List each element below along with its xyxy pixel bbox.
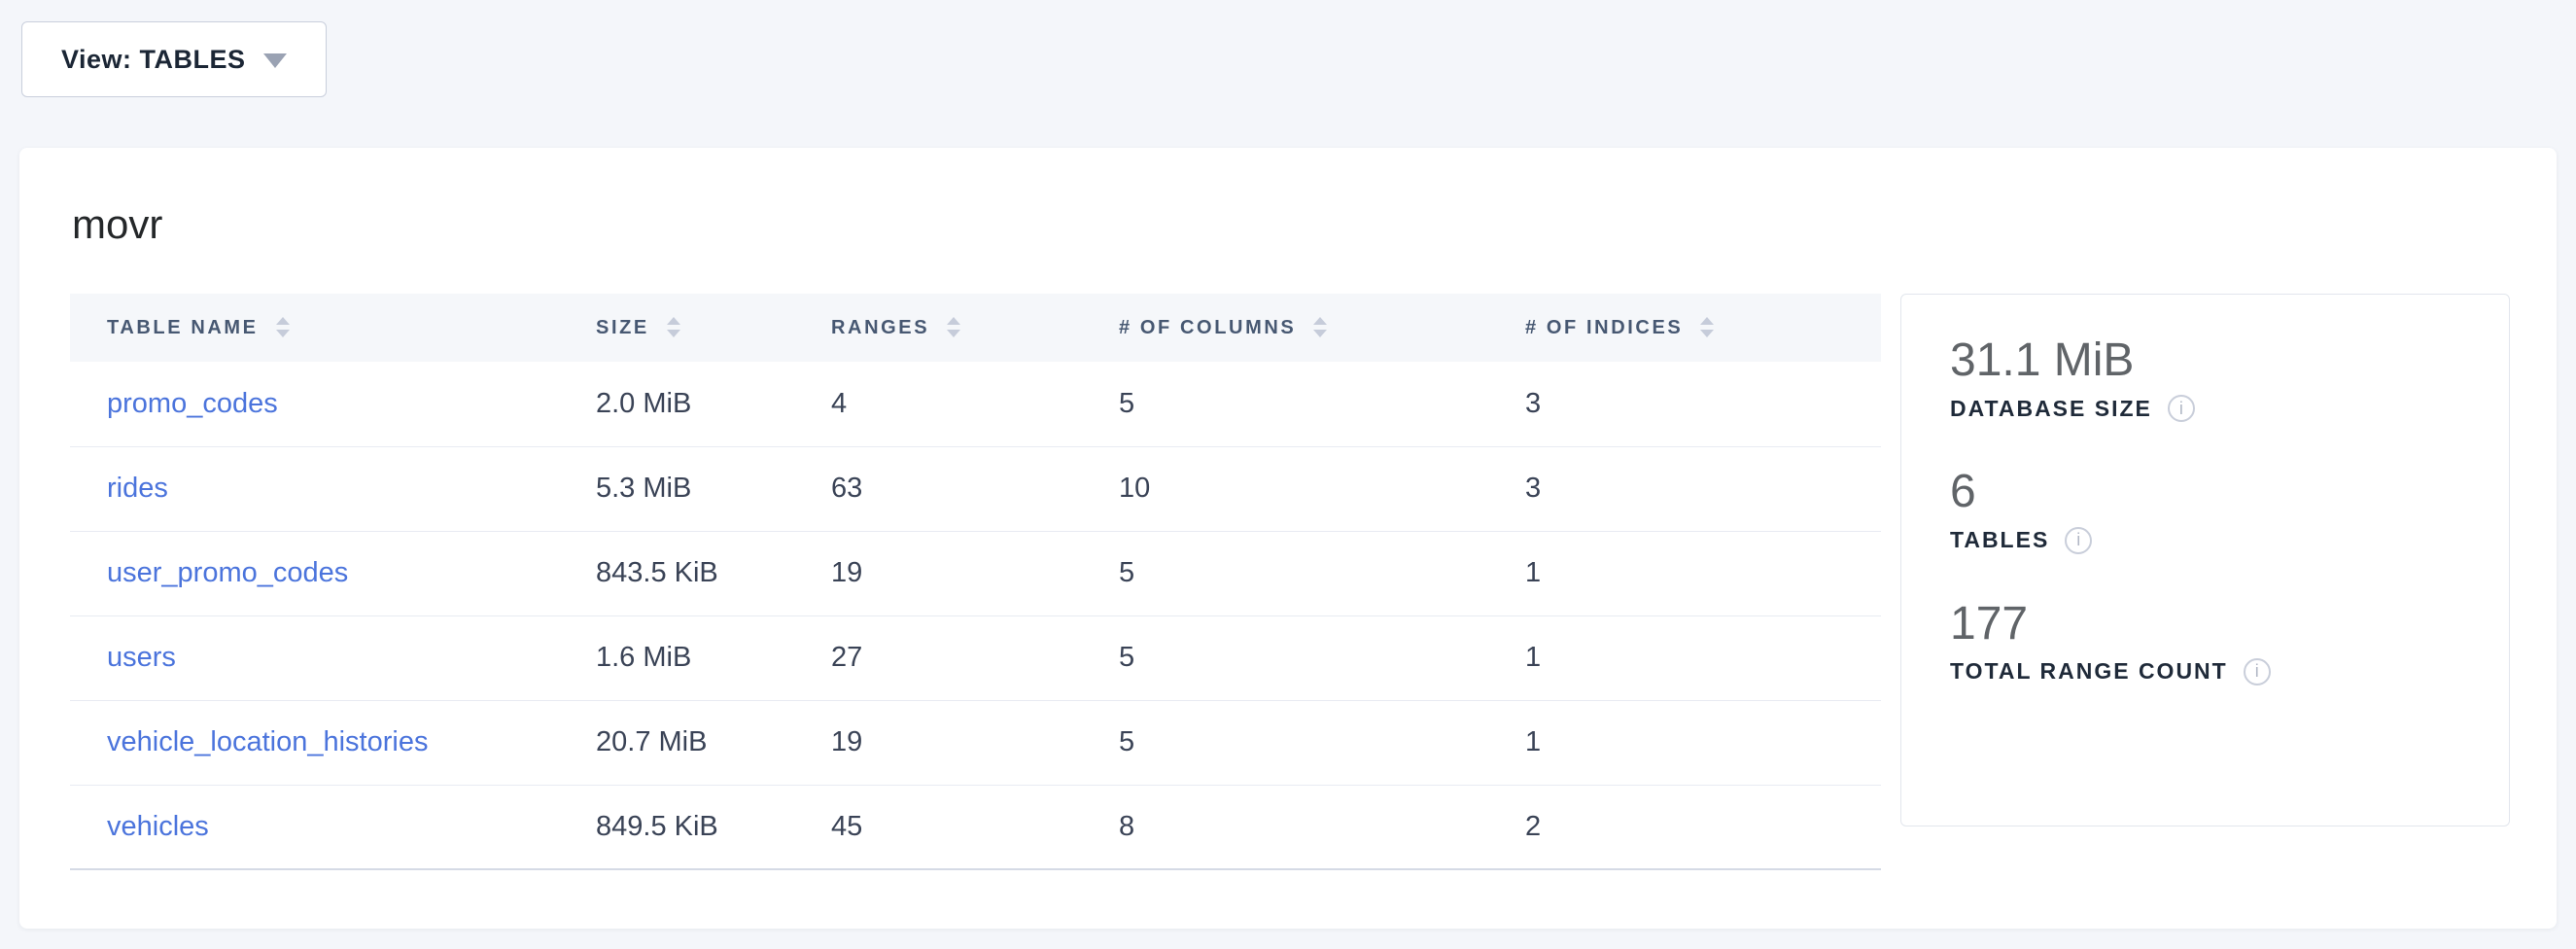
size-cell: 2.0 MiB bbox=[595, 362, 830, 447]
info-icon[interactable]: i bbox=[2065, 526, 2093, 554]
indices-count-cell: 3 bbox=[1524, 362, 1881, 447]
stat-value: 6 bbox=[1950, 466, 1976, 518]
table-name-link[interactable]: promo_codes bbox=[107, 387, 278, 419]
table-name-link[interactable]: vehicles bbox=[107, 810, 209, 842]
indices-count-cell: 3 bbox=[1524, 446, 1881, 532]
info-icon[interactable]: i bbox=[2167, 395, 2195, 423]
indices-count-cell: 1 bbox=[1524, 700, 1881, 786]
sort-arrows-icon bbox=[1700, 316, 1715, 337]
stat-database-size: 31.1 MiB DATABASE SIZE i bbox=[1950, 334, 2480, 423]
size-cell: 1.6 MiB bbox=[595, 615, 830, 701]
table-name-link[interactable]: user_promo_codes bbox=[107, 557, 349, 589]
ranges-cell: 27 bbox=[830, 615, 1118, 701]
columns-count-cell: 5 bbox=[1118, 362, 1524, 447]
stat-tables-count: 6 TABLES i bbox=[1950, 465, 2480, 554]
chevron-down-icon bbox=[262, 53, 287, 68]
ranges-cell: 45 bbox=[830, 785, 1118, 871]
columns-count-cell: 5 bbox=[1118, 615, 1524, 701]
stat-value: 177 bbox=[1950, 597, 2029, 650]
database-card: movr TABLE NAME S bbox=[19, 148, 2557, 929]
column-header-table-name[interactable]: TABLE NAME bbox=[70, 294, 595, 363]
size-cell: 20.7 MiB bbox=[595, 700, 830, 786]
table-row: vehicle_location_histories 20.7 MiB 19 5… bbox=[70, 700, 1881, 786]
stat-total-range-count: 177 TOTAL RANGE COUNT i bbox=[1950, 597, 2480, 685]
view-selector-label: View: TABLES bbox=[61, 44, 246, 74]
table-row: vehicles 849.5 KiB 45 8 2 bbox=[70, 785, 1881, 871]
indices-count-cell: 1 bbox=[1524, 531, 1881, 616]
ranges-cell: 4 bbox=[830, 362, 1118, 447]
table-name-link[interactable]: rides bbox=[107, 473, 168, 505]
table-name-link[interactable]: users bbox=[107, 642, 176, 674]
size-cell: 843.5 KiB bbox=[595, 531, 830, 616]
table-header-row: TABLE NAME SIZE RANGES bbox=[70, 294, 1881, 363]
sort-arrows-icon bbox=[1313, 316, 1328, 337]
database-name-title: movr bbox=[72, 201, 163, 247]
stat-value: 31.1 MiB bbox=[1950, 334, 2135, 387]
sort-arrows-icon bbox=[666, 316, 680, 337]
size-cell: 5.3 MiB bbox=[595, 446, 830, 532]
indices-count-cell: 2 bbox=[1524, 785, 1881, 871]
column-header-label: RANGES bbox=[831, 316, 930, 338]
columns-count-cell: 5 bbox=[1118, 700, 1524, 786]
database-summary-panel: 31.1 MiB DATABASE SIZE i 6 TABLES i 177 … bbox=[1900, 294, 2510, 827]
column-header-num-columns[interactable]: # OF COLUMNS bbox=[1118, 294, 1524, 363]
column-header-label: SIZE bbox=[596, 316, 649, 338]
column-header-label: # OF COLUMNS bbox=[1119, 316, 1297, 338]
size-cell: 849.5 KiB bbox=[595, 785, 830, 871]
view-selector-dropdown[interactable]: View: TABLES bbox=[21, 21, 327, 97]
stat-label: DATABASE SIZE bbox=[1950, 395, 2152, 421]
ranges-cell: 19 bbox=[830, 531, 1118, 616]
table-row: user_promo_codes 843.5 KiB 19 5 1 bbox=[70, 531, 1881, 616]
ranges-cell: 63 bbox=[830, 446, 1118, 532]
column-header-num-indices[interactable]: # OF INDICES bbox=[1524, 294, 1881, 363]
stat-label: TABLES bbox=[1950, 527, 2050, 553]
tables-grid: TABLE NAME SIZE RANGES bbox=[70, 294, 1881, 871]
table-row: users 1.6 MiB 27 5 1 bbox=[70, 615, 1881, 701]
ranges-cell: 19 bbox=[830, 700, 1118, 786]
table-row: promo_codes 2.0 MiB 4 5 3 bbox=[70, 362, 1881, 447]
stat-label: TOTAL RANGE COUNT bbox=[1950, 658, 2228, 685]
table-row: rides 5.3 MiB 63 10 3 bbox=[70, 446, 1881, 532]
column-header-size[interactable]: SIZE bbox=[595, 294, 830, 363]
sort-arrows-icon bbox=[947, 316, 961, 337]
columns-count-cell: 10 bbox=[1118, 446, 1524, 532]
columns-count-cell: 8 bbox=[1118, 785, 1524, 871]
column-header-label: TABLE NAME bbox=[107, 316, 259, 338]
column-header-label: # OF INDICES bbox=[1525, 316, 1684, 338]
info-icon[interactable]: i bbox=[2243, 657, 2271, 685]
column-header-ranges[interactable]: RANGES bbox=[830, 294, 1118, 363]
table-name-link[interactable]: vehicle_location_histories bbox=[107, 726, 429, 758]
sort-arrows-icon bbox=[275, 316, 290, 337]
columns-count-cell: 5 bbox=[1118, 531, 1524, 616]
indices-count-cell: 1 bbox=[1524, 615, 1881, 701]
